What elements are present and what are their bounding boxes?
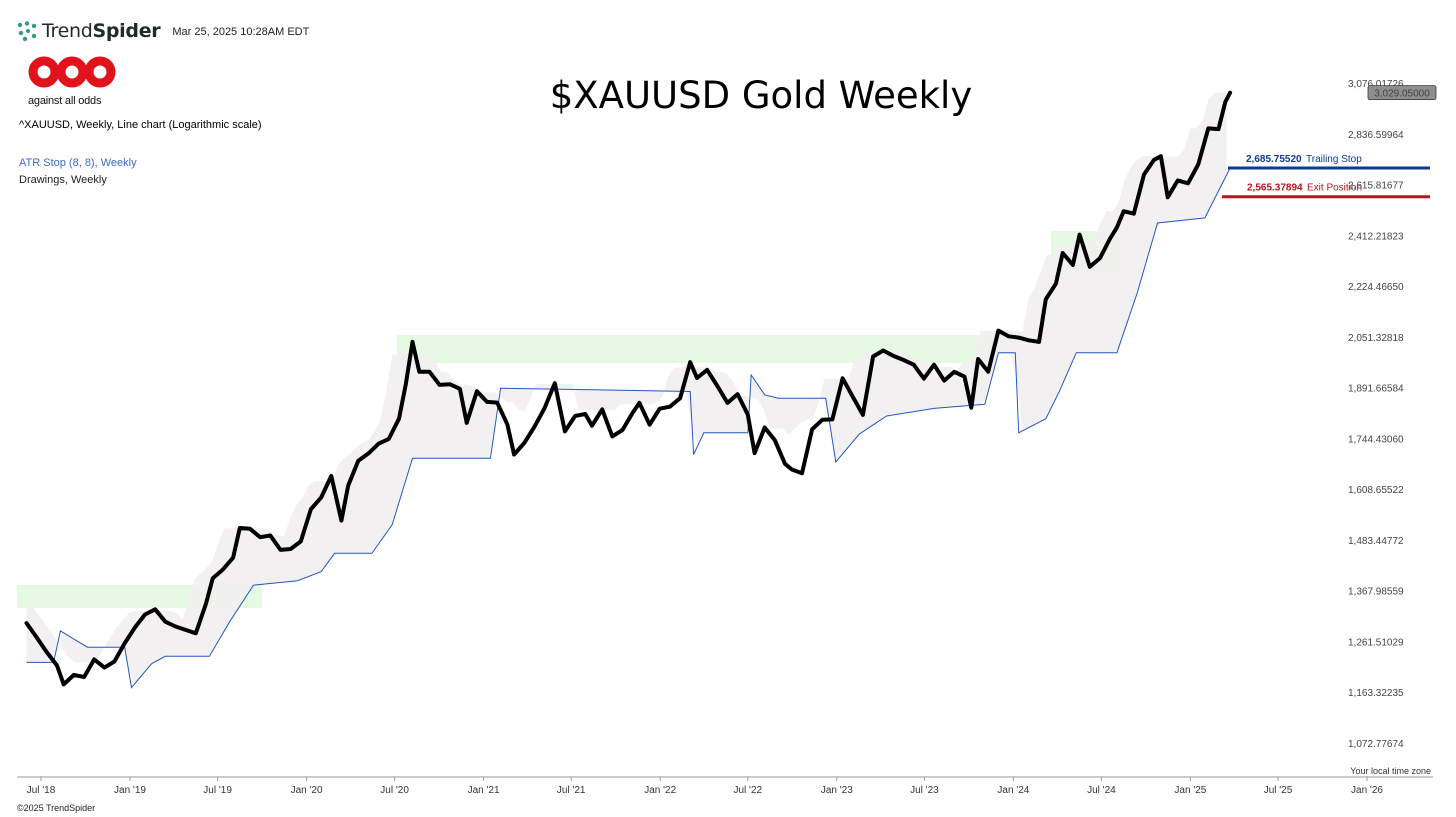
last-price-badge: 3,029.05000 — [1367, 85, 1437, 101]
trailing-stop-label: Trailing Stop — [1306, 154, 1362, 165]
last-price-value: 3,029.05000 — [1374, 89, 1430, 100]
exit-position-level[interactable]: 2,565.37894 Exit Position — [1222, 183, 1430, 199]
y-tick-label: 1,163.32235 — [1348, 688, 1404, 699]
trailing-stop-level[interactable]: 2,685.75520 Trailing Stop — [1228, 154, 1430, 170]
aao-logo-icon — [28, 56, 116, 88]
exit-position-label: Exit Position — [1307, 183, 1362, 194]
y-tick-label: 2,412.21823 — [1348, 231, 1404, 242]
copyright: ©2025 TrendSpider — [17, 803, 96, 813]
y-tick-label: 2,615.81677 — [1348, 181, 1404, 192]
x-tick-label: Jul '20 — [380, 785, 409, 796]
trailing-stop-value: 2,685.75520 — [1246, 154, 1302, 165]
x-tick-label: Jul '19 — [203, 785, 232, 796]
x-tick-label: Jan '25 — [1174, 785, 1206, 796]
y-axis: 3,076.01726 2,836.59964 2,615.81677 2,412.2… — [1348, 79, 1404, 750]
header-bar: TrendSpider Mar 25, 2025 10:28AM EDT — [16, 18, 309, 44]
x-tick-label: Jan '22 — [644, 785, 676, 796]
aao-logo: against all odds — [28, 56, 120, 107]
x-tick-label: Jan '21 — [468, 785, 500, 796]
x-tick-label: Jan '20 — [291, 785, 323, 796]
x-tick-label: Jul '22 — [734, 785, 763, 796]
y-tick-label: 1,744.43060 — [1348, 434, 1404, 445]
y-tick-label: 3,076.01726 — [1348, 79, 1404, 90]
price-line — [24, 90, 1233, 687]
brand-name: TrendSpider — [42, 20, 161, 42]
y-tick-label: 2,836.59964 — [1348, 130, 1404, 141]
chart-title: $XAUUSD Gold Weekly — [549, 74, 973, 117]
timestamp: Mar 25, 2025 10:28AM EDT — [172, 26, 310, 38]
legend-drawings[interactable]: Drawings, Weekly — [19, 174, 107, 186]
atr-volatility-band — [26, 92, 1227, 684]
y-tick-label: 2,224.46650 — [1348, 282, 1404, 293]
x-tick-label: Jan '24 — [997, 785, 1029, 796]
legend-main-series[interactable]: ^XAUUSD, Weekly, Line chart (Logarithmic… — [19, 119, 262, 131]
y-tick-label: 1,072.77674 — [1348, 739, 1404, 750]
x-tick-label: Jan '26 — [1351, 785, 1383, 796]
y-tick-label: 1,891.66584 — [1348, 384, 1404, 395]
logo-tagline: against all odds — [28, 95, 102, 107]
x-tick-label: Jan '23 — [821, 785, 853, 796]
y-tick-label: 1,261.51029 — [1348, 638, 1404, 649]
last-price-box — [1367, 85, 1437, 101]
x-tick-label: Jul '21 — [557, 785, 586, 796]
x-tick-label: Jul '23 — [910, 785, 939, 796]
y-tick-label: 1,608.65522 — [1348, 485, 1404, 496]
exit-position-value: 2,565.37894 — [1247, 183, 1303, 194]
x-tick-label: Jul '25 — [1264, 785, 1293, 796]
x-tick-label: Jul '18 — [27, 785, 56, 796]
trendspider-logo-icon — [17, 21, 37, 42]
y-tick-label: 1,367.98559 — [1348, 587, 1404, 598]
legend-atr-stop[interactable]: ATR Stop (8, 8), Weekly — [19, 157, 137, 169]
y-tick-label: 2,051.32818 — [1348, 333, 1404, 344]
timezone-label[interactable]: Your local time zone — [1350, 766, 1431, 776]
atr-stop-line — [26, 167, 1231, 689]
x-tick-label: Jul '24 — [1087, 785, 1116, 796]
y-tick-label: 1,483.44772 — [1348, 536, 1404, 547]
x-axis: Jul '18 Jan '19 Jul '19 Jan '20 Jul '20 Jan '… — [27, 777, 1383, 796]
x-tick-label: Jan '19 — [114, 785, 146, 796]
consolidation-zones — [17, 231, 1123, 608]
